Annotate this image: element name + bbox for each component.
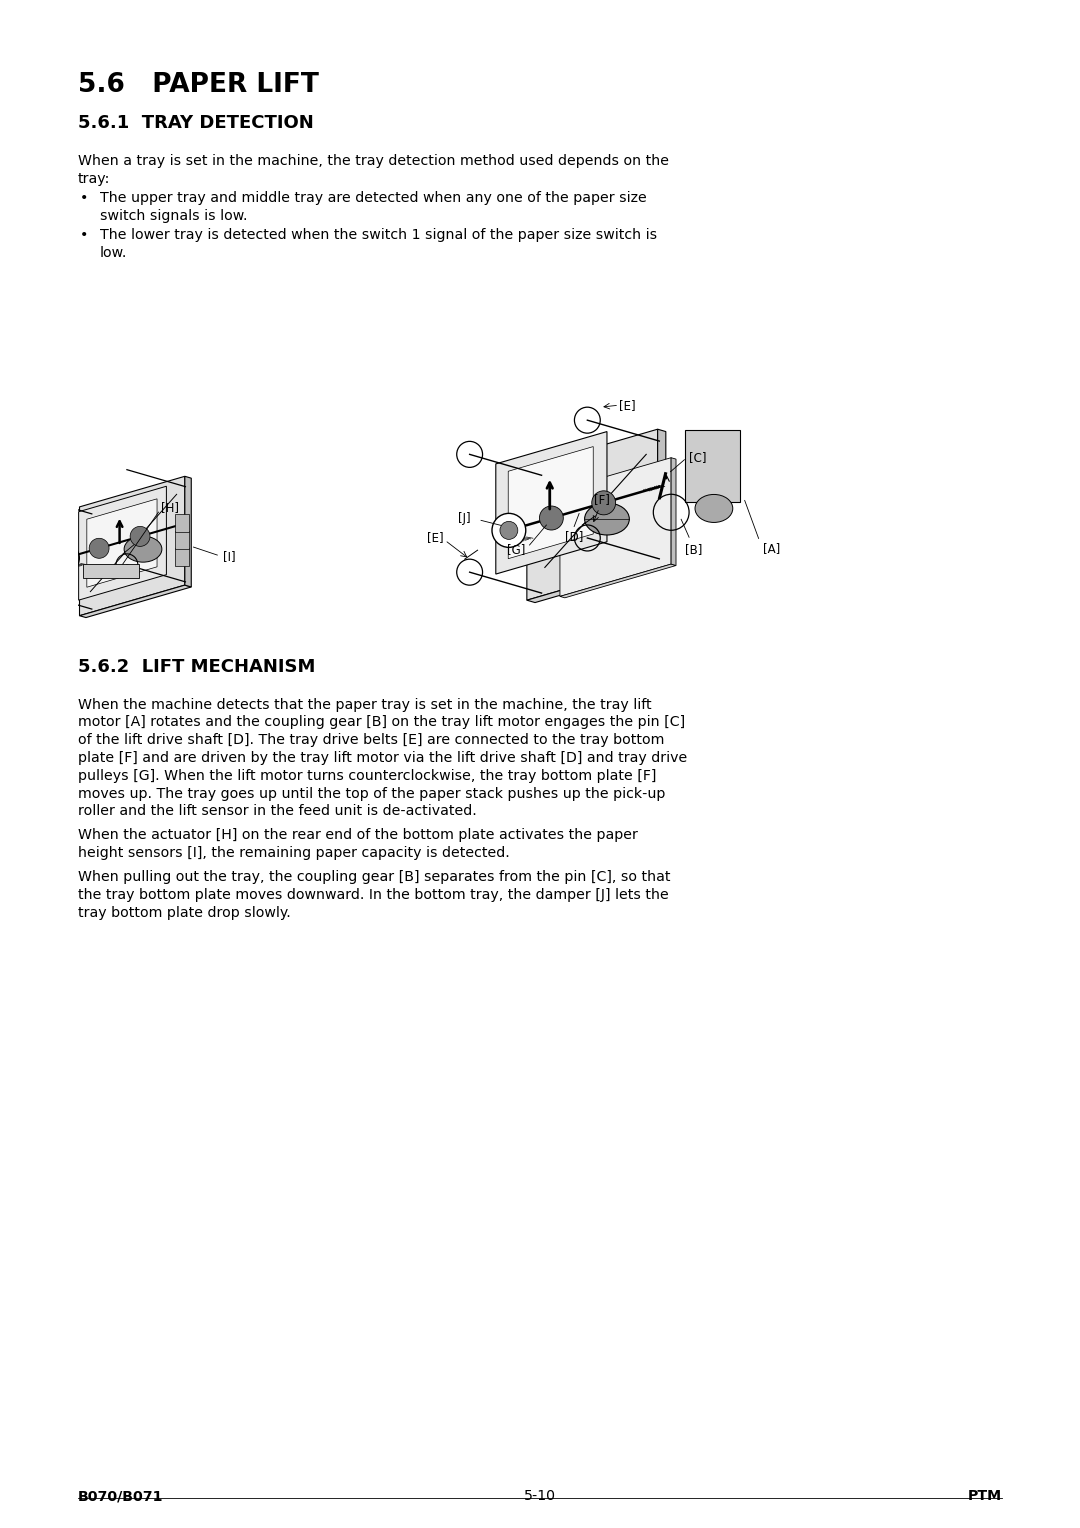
Polygon shape — [658, 429, 665, 564]
Ellipse shape — [584, 503, 630, 535]
Polygon shape — [79, 486, 166, 601]
Text: B070/B071: B070/B071 — [78, 1488, 163, 1504]
Text: moves up. The tray goes up until the top of the paper stack pushes up the pick-u: moves up. The tray goes up until the top… — [78, 787, 665, 801]
Polygon shape — [496, 431, 607, 575]
Text: When the actuator [H] on the rear end of the bottom plate activates the paper: When the actuator [H] on the rear end of… — [78, 828, 638, 842]
Text: plate [F] and are driven by the tray lift motor via the lift drive shaft [D] and: plate [F] and are driven by the tray lif… — [78, 750, 687, 766]
Text: 5.6.2  LIFT MECHANISM: 5.6.2 LIFT MECHANISM — [78, 657, 315, 675]
Text: of the lift drive shaft [D]. The tray drive belts [E] are connected to the tray : of the lift drive shaft [D]. The tray dr… — [78, 733, 664, 747]
Polygon shape — [509, 446, 593, 559]
Text: [I]: [I] — [222, 550, 235, 562]
Text: [G]: [G] — [508, 544, 526, 556]
Text: When a tray is set in the machine, the tray detection method used depends on the: When a tray is set in the machine, the t… — [78, 154, 669, 168]
Text: tray bottom plate drop slowly.: tray bottom plate drop slowly. — [78, 906, 291, 920]
Ellipse shape — [696, 495, 732, 523]
Polygon shape — [671, 458, 676, 565]
Ellipse shape — [124, 536, 162, 562]
Circle shape — [539, 506, 564, 530]
Circle shape — [500, 521, 517, 539]
Circle shape — [592, 490, 616, 515]
Text: motor [A] rotates and the coupling gear [B] on the tray lift motor engages the p: motor [A] rotates and the coupling gear … — [78, 715, 685, 729]
Polygon shape — [527, 562, 665, 602]
Text: height sensors [I], the remaining paper capacity is detected.: height sensors [I], the remaining paper … — [78, 847, 510, 860]
Bar — [83, 564, 138, 578]
Text: When pulling out the tray, the coupling gear [B] separates from the pin [C], so : When pulling out the tray, the coupling … — [78, 871, 671, 885]
Text: The lower tray is detected when the switch 1 signal of the paper size switch is: The lower tray is detected when the swit… — [100, 228, 657, 241]
Polygon shape — [527, 429, 658, 601]
Polygon shape — [86, 498, 157, 587]
Bar — [175, 513, 189, 532]
Text: 5.6.1  TRAY DETECTION: 5.6.1 TRAY DETECTION — [78, 115, 314, 131]
Text: 5-10: 5-10 — [524, 1488, 556, 1504]
Text: roller and the lift sensor in the feed unit is de-activated.: roller and the lift sensor in the feed u… — [78, 804, 476, 819]
Text: [H]: [H] — [161, 501, 179, 513]
Bar — [175, 549, 189, 565]
Text: [F]: [F] — [594, 494, 610, 506]
Text: [E]: [E] — [619, 399, 635, 411]
Circle shape — [130, 526, 150, 547]
Text: PTM: PTM — [968, 1488, 1002, 1504]
Circle shape — [90, 538, 109, 558]
Polygon shape — [559, 458, 671, 596]
Text: the tray bottom plate moves downward. In the bottom tray, the damper [J] lets th: the tray bottom plate moves downward. In… — [78, 888, 669, 902]
Text: [C]: [C] — [689, 451, 706, 465]
Text: low.: low. — [100, 246, 127, 260]
Text: The upper tray and middle tray are detected when any one of the paper size: The upper tray and middle tray are detec… — [100, 191, 647, 205]
Text: •: • — [80, 228, 89, 241]
Text: 5.6   PAPER LIFT: 5.6 PAPER LIFT — [78, 72, 319, 98]
Polygon shape — [80, 477, 185, 616]
Circle shape — [492, 513, 526, 547]
Text: [B]: [B] — [686, 542, 703, 556]
Text: [J]: [J] — [458, 512, 471, 526]
Text: [D]: [D] — [565, 530, 583, 542]
Polygon shape — [80, 585, 191, 617]
Polygon shape — [559, 564, 676, 597]
Polygon shape — [185, 477, 191, 587]
Text: When the machine detects that the paper tray is set in the machine, the tray lif: When the machine detects that the paper … — [78, 698, 651, 712]
Bar — [175, 532, 189, 549]
Text: tray:: tray: — [78, 171, 110, 186]
Text: switch signals is low.: switch signals is low. — [100, 209, 247, 223]
Bar — [685, 431, 740, 503]
Text: •: • — [80, 191, 89, 205]
Text: [E]: [E] — [427, 530, 443, 544]
Text: [A]: [A] — [762, 542, 780, 555]
Text: pulleys [G]. When the lift motor turns counterclockwise, the tray bottom plate [: pulleys [G]. When the lift motor turns c… — [78, 769, 657, 782]
